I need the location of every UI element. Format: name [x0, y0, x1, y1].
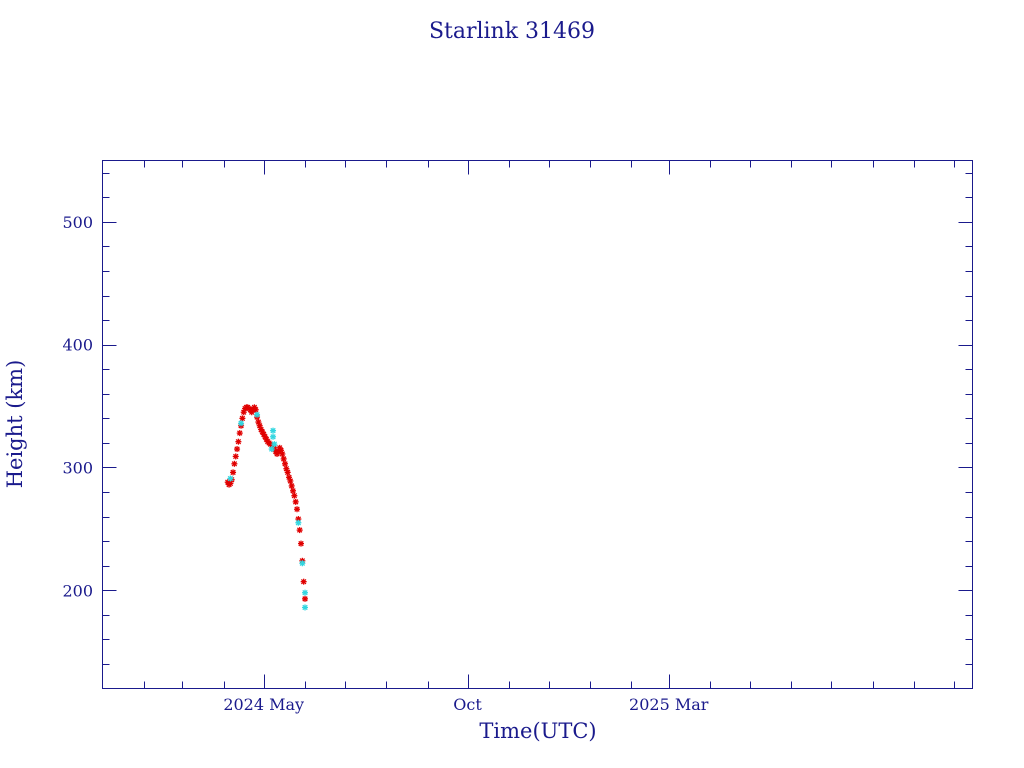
data-point-secondary [270, 427, 277, 434]
data-point-primary [279, 450, 286, 457]
data-point-primary [239, 415, 246, 422]
data-point-secondary [299, 560, 306, 567]
data-point-primary [291, 492, 298, 499]
data-point-secondary [302, 604, 309, 611]
data-point-primary [290, 487, 297, 494]
data-point-secondary [227, 475, 234, 482]
data-point-secondary [271, 441, 278, 448]
data-point-secondary [268, 446, 275, 453]
data-point-primary [292, 498, 299, 505]
data-point-secondary [302, 589, 309, 596]
data-point-primary [252, 406, 259, 413]
data-point-primary [284, 469, 291, 476]
chart-title: Starlink 31469 [429, 19, 595, 44]
data-point-primary [294, 506, 301, 513]
y-tick-label: 500 [62, 213, 93, 232]
data-point-primary [287, 477, 294, 484]
y-axis-title: Height (km) [3, 360, 27, 489]
data-point-primary [236, 430, 243, 437]
x-axis-title: Time(UTC) [479, 719, 596, 743]
data-point-primary [280, 455, 287, 462]
data-point-primary [302, 595, 309, 602]
data-point-secondary [254, 411, 261, 418]
plot-frame [102, 160, 973, 689]
y-tick-label: 400 [62, 336, 93, 355]
data-point-primary [296, 527, 303, 534]
x-tick-label: 2025 Mar [629, 695, 709, 714]
data-point-primary [234, 446, 241, 453]
data-point-primary [230, 469, 237, 476]
data-point-primary [282, 460, 289, 467]
data-point-secondary [295, 519, 302, 526]
y-tick-label: 300 [62, 458, 93, 477]
x-tick-labels: 2024 May Oct 2025 Mar [223, 695, 708, 714]
data-point-secondary [238, 420, 245, 427]
y-tick-label: 200 [62, 581, 93, 600]
axis-ticks [102, 160, 973, 689]
x-tick-label: Oct [453, 695, 482, 714]
data-point-primary [300, 578, 307, 585]
data-point-primary [298, 540, 305, 547]
data-points [224, 404, 309, 611]
data-point-primary [235, 438, 242, 445]
y-tick-labels: 200 300 400 500 [62, 213, 93, 600]
data-point-secondary [270, 433, 277, 440]
data-point-primary [232, 453, 239, 460]
data-point-primary [231, 460, 238, 467]
x-tick-label: 2024 May [223, 695, 304, 714]
data-point-primary [288, 482, 295, 489]
